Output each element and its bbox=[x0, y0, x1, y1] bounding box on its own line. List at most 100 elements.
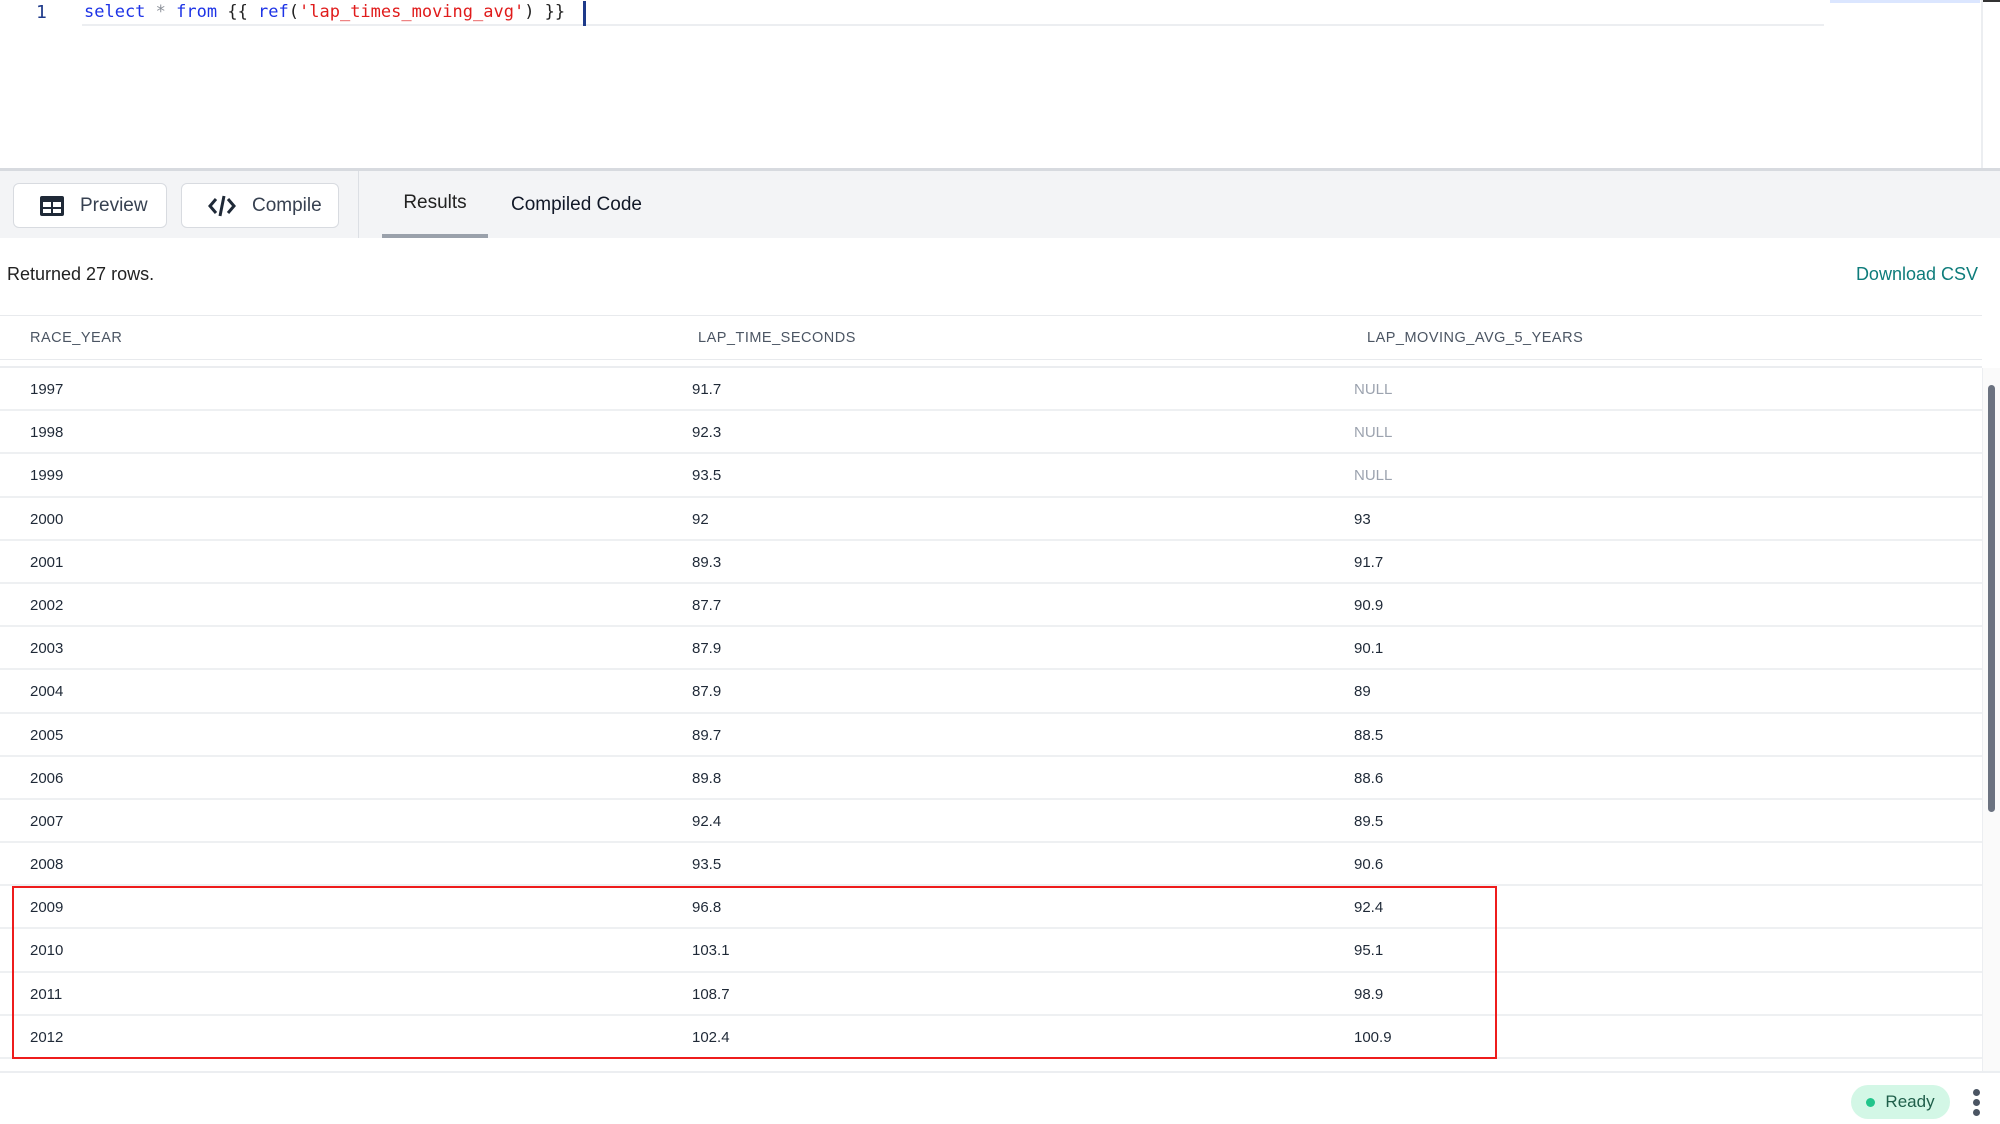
cell-lap-moving-avg: 91.7 bbox=[1354, 553, 1384, 571]
cell-race-year: 1998 bbox=[30, 424, 64, 442]
minimap[interactable] bbox=[1830, 0, 1980, 3]
cell-race-year: 2010 bbox=[30, 942, 64, 960]
editor-scroll-indicator bbox=[1983, 0, 2000, 2]
preview-button[interactable]: Preview bbox=[13, 183, 167, 228]
cell-lap-moving-avg: 90.9 bbox=[1354, 596, 1384, 614]
preview-label: Preview bbox=[80, 194, 148, 216]
column-header-lap-time-seconds[interactable]: LAP_TIME_SECONDS bbox=[698, 330, 856, 346]
table-row[interactable]: 2006 89.8 88.6 bbox=[0, 757, 1982, 800]
cell-lap-moving-avg: 89.5 bbox=[1354, 812, 1384, 830]
cell-lap-moving-avg: NULL bbox=[1354, 381, 1393, 398]
status-dot-icon bbox=[1866, 1097, 1876, 1107]
results-summary: Returned 27 rows. bbox=[7, 264, 155, 284]
cell-lap-time-seconds: 93.5 bbox=[692, 856, 722, 874]
table-row[interactable]: 2004 87.9 89 bbox=[0, 670, 1982, 714]
cell-lap-time-seconds: 91.7 bbox=[692, 381, 722, 398]
paren-close: ) bbox=[524, 2, 535, 22]
status-badge: Ready bbox=[1851, 1085, 1950, 1119]
paren-open: ( bbox=[288, 2, 300, 22]
compile-button[interactable]: Compile bbox=[181, 183, 339, 228]
table-row[interactable]: 2008 93.5 90.6 bbox=[0, 843, 1982, 887]
line-number: 1 bbox=[36, 2, 47, 23]
editor-scrollbar-track[interactable] bbox=[1981, 0, 1983, 168]
cell-lap-time-seconds: 108.7 bbox=[692, 985, 730, 1003]
results-table-body: 1997 91.7 NULL 1998 92.3 NULL 1999 93.5 NULL 2000… bbox=[0, 368, 1982, 1059]
table-row[interactable]: 2001 89.3 91.7 bbox=[0, 541, 1982, 584]
cell-race-year: 2007 bbox=[30, 812, 64, 830]
table-row[interactable]: 1998 92.3 NULL bbox=[0, 411, 1982, 455]
cell-race-year: 2002 bbox=[30, 596, 64, 614]
table-row[interactable]: 2002 87.7 90.9 bbox=[0, 584, 1982, 628]
table-row[interactable]: 2003 87.9 90.1 bbox=[0, 627, 1982, 671]
cell-lap-time-seconds: 92.3 bbox=[692, 424, 722, 442]
cell-race-year: 2011 bbox=[30, 985, 63, 1003]
cell-race-year: 2003 bbox=[30, 640, 64, 658]
cell-lap-moving-avg: 89 bbox=[1354, 683, 1371, 701]
column-header-race-year[interactable]: RACE_YEAR bbox=[30, 330, 123, 346]
cell-race-year: 2008 bbox=[30, 856, 64, 874]
operator-star: * bbox=[145, 2, 177, 22]
status-bar: Ready bbox=[0, 1071, 2000, 1124]
cell-lap-moving-avg: NULL bbox=[1354, 467, 1393, 485]
column-header-lap-moving-avg[interactable]: LAP_MOVING_AVG_5_YEARS bbox=[1367, 330, 1584, 346]
cell-lap-moving-avg: 90.1 bbox=[1354, 640, 1384, 658]
cell-race-year: 1999 bbox=[30, 467, 64, 485]
cell-lap-time-seconds: 89.3 bbox=[692, 553, 722, 571]
table-header: RACE_YEAR LAP_TIME_SECONDS LAP_MOVING_AV… bbox=[0, 315, 1982, 360]
active-line bbox=[82, 0, 1824, 26]
jinja-close: }} bbox=[534, 2, 566, 22]
text-cursor bbox=[583, 1, 586, 26]
cell-lap-moving-avg: 92.4 bbox=[1354, 899, 1384, 917]
header-separator bbox=[0, 366, 1982, 368]
cell-lap-time-seconds: 96.8 bbox=[692, 899, 722, 917]
table-row[interactable]: 1999 93.5 NULL bbox=[0, 454, 1982, 498]
cell-lap-moving-avg: 100.9 bbox=[1354, 1028, 1392, 1046]
tab-results-label: Results bbox=[403, 191, 467, 213]
keyword-select: select bbox=[84, 2, 146, 22]
table-row[interactable]: 2011 108.7 98.9 bbox=[0, 973, 1982, 1016]
status-label: Ready bbox=[1885, 1092, 1935, 1111]
cell-lap-moving-avg: NULL bbox=[1354, 424, 1393, 442]
tab-results[interactable]: Results bbox=[382, 171, 488, 238]
jinja-open: {{ bbox=[217, 2, 259, 22]
table-row[interactable]: 2012 102.4 100.9 bbox=[0, 1016, 1982, 1059]
cell-lap-time-seconds: 87.9 bbox=[692, 640, 722, 658]
toolbar-divider bbox=[358, 171, 359, 238]
tab-compiled-code-label: Compiled Code bbox=[511, 193, 642, 215]
cell-lap-moving-avg: 88.5 bbox=[1354, 726, 1384, 744]
cell-lap-moving-avg: 93 bbox=[1354, 510, 1371, 528]
scrollbar-thumb[interactable] bbox=[1988, 385, 1995, 812]
cell-lap-time-seconds: 89.7 bbox=[692, 726, 722, 744]
toolbar: Preview Compile Results Compiled Code bbox=[0, 168, 2000, 238]
table-row[interactable]: 2005 89.7 88.5 bbox=[0, 714, 1982, 757]
compile-label: Compile bbox=[252, 194, 322, 216]
cell-race-year: 2005 bbox=[30, 726, 64, 744]
code-line[interactable]: select * from {{ ref('lap_times_moving_a… bbox=[84, 2, 565, 22]
cell-lap-time-seconds: 92.4 bbox=[692, 812, 722, 830]
cell-lap-time-seconds: 87.9 bbox=[692, 683, 722, 701]
cell-lap-time-seconds: 102.4 bbox=[692, 1028, 730, 1046]
cell-lap-time-seconds: 87.7 bbox=[692, 596, 722, 614]
table-row[interactable]: 2010 103.1 95.1 bbox=[0, 929, 1982, 973]
table-row[interactable]: 2007 92.4 89.5 bbox=[0, 800, 1982, 844]
cell-lap-moving-avg: 95.1 bbox=[1354, 942, 1384, 960]
download-csv-link[interactable]: Download CSV bbox=[1855, 264, 1978, 284]
more-options-icon[interactable] bbox=[1970, 1085, 1982, 1119]
table-icon bbox=[40, 195, 64, 216]
cell-lap-moving-avg: 98.9 bbox=[1354, 985, 1384, 1003]
cell-lap-time-seconds: 92 bbox=[692, 510, 709, 528]
cell-race-year: 1997 bbox=[30, 381, 64, 398]
ref-function: ref bbox=[258, 2, 289, 22]
model-name-string: 'lap_times_moving_avg' bbox=[299, 2, 525, 22]
table-scrollbar[interactable] bbox=[1982, 368, 2000, 1072]
table-row[interactable]: 1997 91.7 NULL bbox=[0, 368, 1982, 412]
code-icon bbox=[208, 195, 236, 217]
keyword-from: from bbox=[176, 2, 218, 22]
cell-lap-time-seconds: 103.1 bbox=[692, 942, 730, 960]
tab-compiled-code[interactable]: Compiled Code bbox=[489, 171, 664, 238]
cell-lap-time-seconds: 89.8 bbox=[692, 769, 722, 787]
table-row[interactable]: 2000 92 93 bbox=[0, 498, 1982, 541]
cell-lap-moving-avg: 90.6 bbox=[1354, 856, 1384, 874]
table-row[interactable]: 2009 96.8 92.4 bbox=[0, 886, 1982, 930]
code-editor[interactable]: 1 select * from {{ ref('lap_times_moving… bbox=[0, 0, 2000, 168]
